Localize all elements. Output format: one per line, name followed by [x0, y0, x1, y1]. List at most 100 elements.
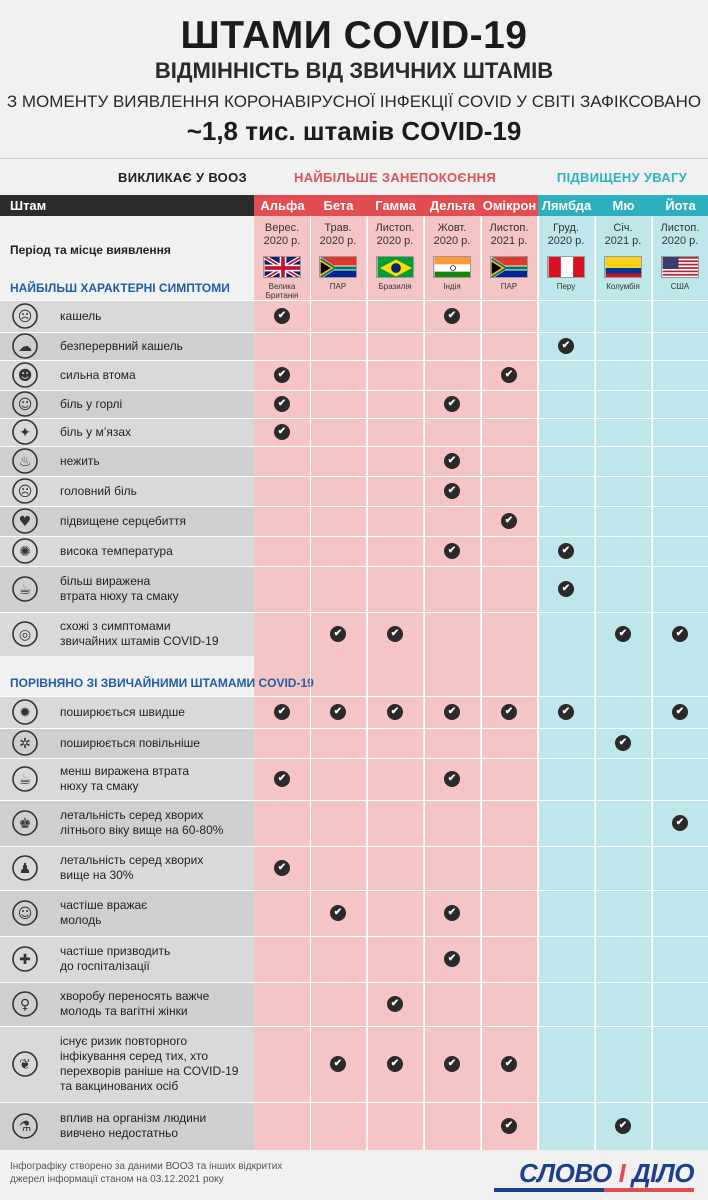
- intro-highlight: ~1,8 тис. штамів COVID-19: [186, 116, 522, 146]
- row-label: підвищене серцебиття: [60, 514, 252, 529]
- row-label-bg: [0, 758, 254, 800]
- check-icon: ✔: [274, 308, 290, 324]
- row-label-line: летальність серед хворих: [60, 808, 204, 822]
- logo-word-3: ДІЛО: [631, 1158, 695, 1188]
- thermometer-icon: ✺: [10, 537, 40, 565]
- variant-name: Бета: [310, 195, 367, 216]
- column-bg: [481, 216, 537, 1150]
- row-label-line: втрата нюху та смаку: [60, 589, 179, 603]
- row-label: схожі з симптомами звичайних штамів COVID…: [60, 619, 252, 649]
- row-divider: [0, 536, 708, 537]
- svg-text:⚗: ⚗: [19, 1119, 32, 1135]
- south-africa-flag-icon: [319, 256, 357, 278]
- row-divider: [0, 390, 708, 391]
- row-divider: [0, 360, 708, 361]
- column-bg: [424, 216, 480, 1150]
- svg-text:✦: ✦: [19, 425, 31, 441]
- row-label: висока температура: [60, 544, 252, 559]
- svg-text:♀: ♀: [20, 997, 30, 1013]
- brazil-flag-icon: [376, 256, 414, 278]
- check-icon: ✔: [387, 996, 403, 1012]
- row-label-line: кашель: [60, 308, 102, 323]
- row-label-line: більш виражена: [60, 574, 151, 588]
- check-icon: ✔: [444, 704, 460, 720]
- row-label: частіше вражає молодь: [60, 898, 252, 928]
- category-concern: НАЙБІЛЬШЕ ЗАНЕПОКОЄННЯ: [294, 170, 496, 185]
- row-divider: [0, 446, 708, 447]
- category-who: ВИКЛИКАЄ У ВООЗ: [118, 170, 247, 185]
- row-label: сильна втома: [60, 368, 252, 383]
- check-icon: ✔: [444, 308, 460, 324]
- column-bg: [367, 216, 423, 1150]
- row-divider: [0, 800, 708, 801]
- row-divider: [0, 846, 708, 847]
- row-label: поширюється швидше: [60, 705, 252, 720]
- row-label-bg: [0, 1102, 254, 1150]
- svg-text:☕: ☕: [19, 772, 32, 788]
- variant-country: ПАР: [310, 282, 366, 291]
- date-line: Груд.: [553, 222, 579, 234]
- section-title: НАЙБІЛЬШ ХАРАКТЕРНІ СИМПТОМИ: [10, 281, 230, 295]
- row-label-line: до госпіталізації: [60, 959, 150, 973]
- column-bg: [652, 216, 708, 1150]
- headache-icon: ☹: [10, 477, 40, 505]
- row-divider: [0, 506, 708, 507]
- row-label-bg: [0, 446, 254, 476]
- row-label-bg: [0, 476, 254, 506]
- svg-text:❦: ❦: [19, 1057, 31, 1073]
- row-divider: [0, 476, 708, 477]
- variant-date: Верес. 2020 р.: [254, 222, 310, 248]
- brand-logo: СЛОВО І ДІЛО: [519, 1158, 695, 1189]
- sore-throat-icon: ☺: [10, 390, 40, 418]
- column-divider: [367, 216, 368, 1150]
- row-label-line: сильна втома: [60, 367, 136, 382]
- date-line: 2020 р.: [661, 235, 699, 247]
- variant-date: Жовт. 2020 р.: [424, 222, 480, 248]
- svg-text:☺: ☺: [18, 906, 33, 922]
- variant-name: Мю: [595, 195, 652, 216]
- variant-name: Дельта: [424, 195, 481, 216]
- svg-text:✺: ✺: [19, 544, 31, 560]
- table-header: Штам Альфа Бета Гамма Дельта Омікрон Лямбда Мю…: [0, 195, 708, 216]
- heartbeat-icon: ♥: [10, 507, 40, 535]
- variant-date: Груд. 2020 р.: [538, 222, 594, 248]
- footer-line-2: джерел інформації станом на 03.12.2021 р…: [10, 1174, 224, 1185]
- smell-taste-icon: ☕: [10, 575, 40, 603]
- country-line: Колумбія: [606, 282, 640, 291]
- date-line: 2020 р.: [376, 235, 414, 247]
- row-label-line: хворобу переносять важче: [60, 989, 210, 1003]
- variant-name: Йота: [652, 195, 708, 216]
- svg-text:✹: ✹: [19, 705, 31, 721]
- row-divider: [0, 758, 708, 759]
- check-icon: ✔: [558, 543, 574, 559]
- row-label-line: літнього віку вище на 60-80%: [60, 823, 224, 837]
- column-bg: [538, 216, 594, 1150]
- row-label-line: головний біль: [60, 483, 137, 498]
- svg-text:☻: ☻: [18, 368, 33, 384]
- colombia-flag-icon: [604, 256, 642, 278]
- variant-name: Лямбда: [538, 195, 595, 216]
- lungs-icon: ❦: [10, 1050, 40, 1078]
- row-label-bg: [0, 332, 254, 360]
- row-label-bg: [0, 800, 254, 846]
- date-line: 2020 р.: [547, 235, 585, 247]
- india-flag-icon: [433, 256, 471, 278]
- check-icon: ✔: [672, 626, 688, 642]
- row-label-line: вище на 30%: [60, 868, 134, 882]
- row-label: вплив на організм людини вивчено недостат…: [60, 1111, 252, 1141]
- page-subtitle: ВІДМІННІСТЬ ВІД ЗВИЧНИХ ШТАМІВ: [154, 58, 554, 83]
- row-label-line: звичайних штамів COVID-19: [60, 634, 219, 648]
- check-icon: ✔: [444, 483, 460, 499]
- date-line: Листоп.: [489, 222, 529, 234]
- check-icon: ✔: [330, 905, 346, 921]
- row-label-line: схожі з симптомами: [60, 619, 171, 633]
- slow-spread-icon: ✲: [10, 729, 40, 757]
- usa-flag-icon: [661, 256, 699, 278]
- check-icon: ✔: [330, 626, 346, 642]
- variant-date: Трав. 2020 р.: [310, 222, 366, 248]
- check-icon: ✔: [615, 735, 631, 751]
- logo-underline: [494, 1188, 694, 1192]
- variant-date: Листоп. 2020 р.: [652, 222, 708, 248]
- check-icon: ✔: [558, 581, 574, 597]
- svg-text:♟: ♟: [19, 861, 32, 877]
